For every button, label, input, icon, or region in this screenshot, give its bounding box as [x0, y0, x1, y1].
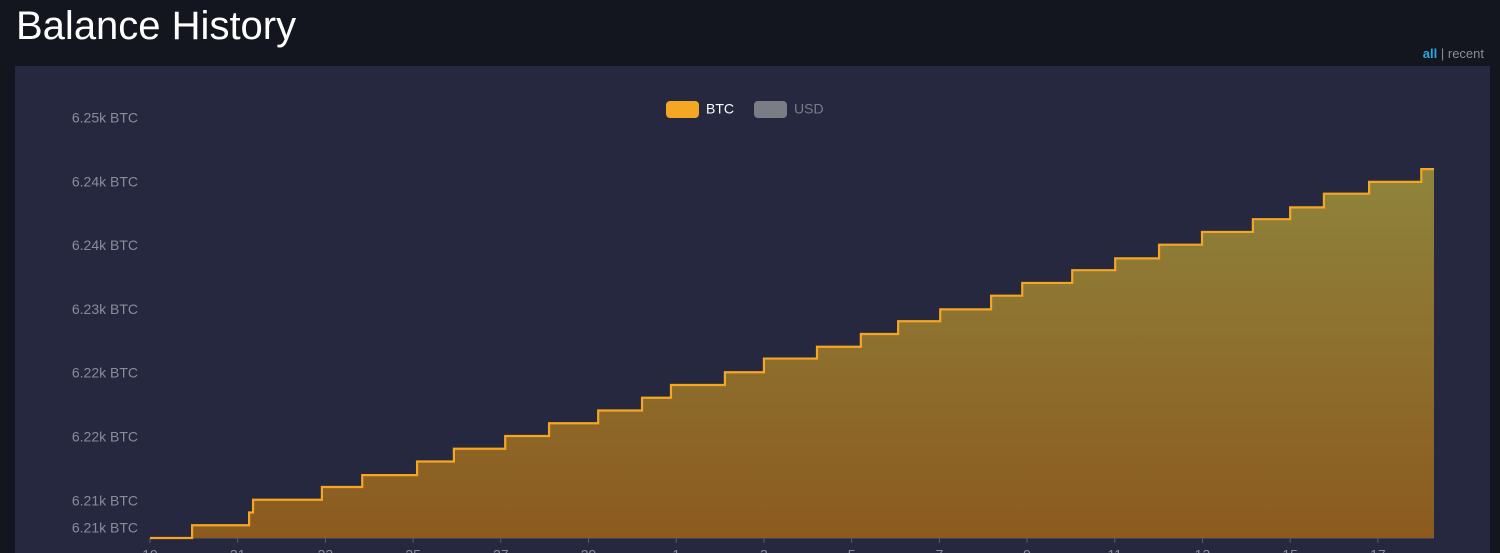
x-tick-label: 15 [1282, 547, 1298, 553]
range-link[interactable]: all [1422, 46, 1438, 61]
y-tick-label: 6.21k BTC [72, 520, 138, 536]
x-tick-label: 23 [318, 547, 334, 553]
x-tick-label: 27 [493, 547, 509, 553]
legend-label[interactable]: BTC [706, 101, 734, 117]
line [150, 167, 1434, 540]
y-tick-label: 6.22k BTC [72, 365, 138, 381]
x-tick-label: 17 [1370, 547, 1386, 553]
x-tick-label: 21 [230, 547, 246, 553]
x-tick-label: 11 [1107, 547, 1122, 553]
x-tick-label: 19 [142, 547, 158, 553]
legend-swatch[interactable] [754, 101, 787, 118]
x-tick-label: 5 [848, 547, 856, 553]
x-tick-label: 25 [405, 547, 421, 553]
range-link[interactable]: recent [1447, 46, 1484, 61]
y-tick-label: 6.22k BTC [72, 429, 138, 445]
x-tick-label: 1 [672, 547, 680, 553]
area [150, 169, 1434, 538]
y-tick-label: 6.24k BTC [72, 237, 138, 253]
x-tick-label: 13 [1195, 547, 1211, 553]
legend-swatch[interactable] [666, 101, 699, 118]
x-tick-label: 9 [1023, 547, 1031, 553]
separator: | [1440, 46, 1445, 61]
x-tick-label: 29 [581, 547, 597, 553]
y-tick-label: 6.21k BTC [72, 492, 138, 508]
range-links: all | recent [1423, 46, 1484, 61]
x-tick-label: 7 [935, 547, 943, 553]
y-tick-label: 6.25k BTC [72, 110, 138, 126]
x-tick-label: 3 [760, 547, 768, 553]
y-tick-label: 6.24k BTC [72, 173, 138, 189]
legend-label[interactable]: USD [794, 101, 824, 117]
page-title: Balance History [16, 4, 297, 48]
y-tick-label: 6.23k BTC [72, 301, 138, 317]
